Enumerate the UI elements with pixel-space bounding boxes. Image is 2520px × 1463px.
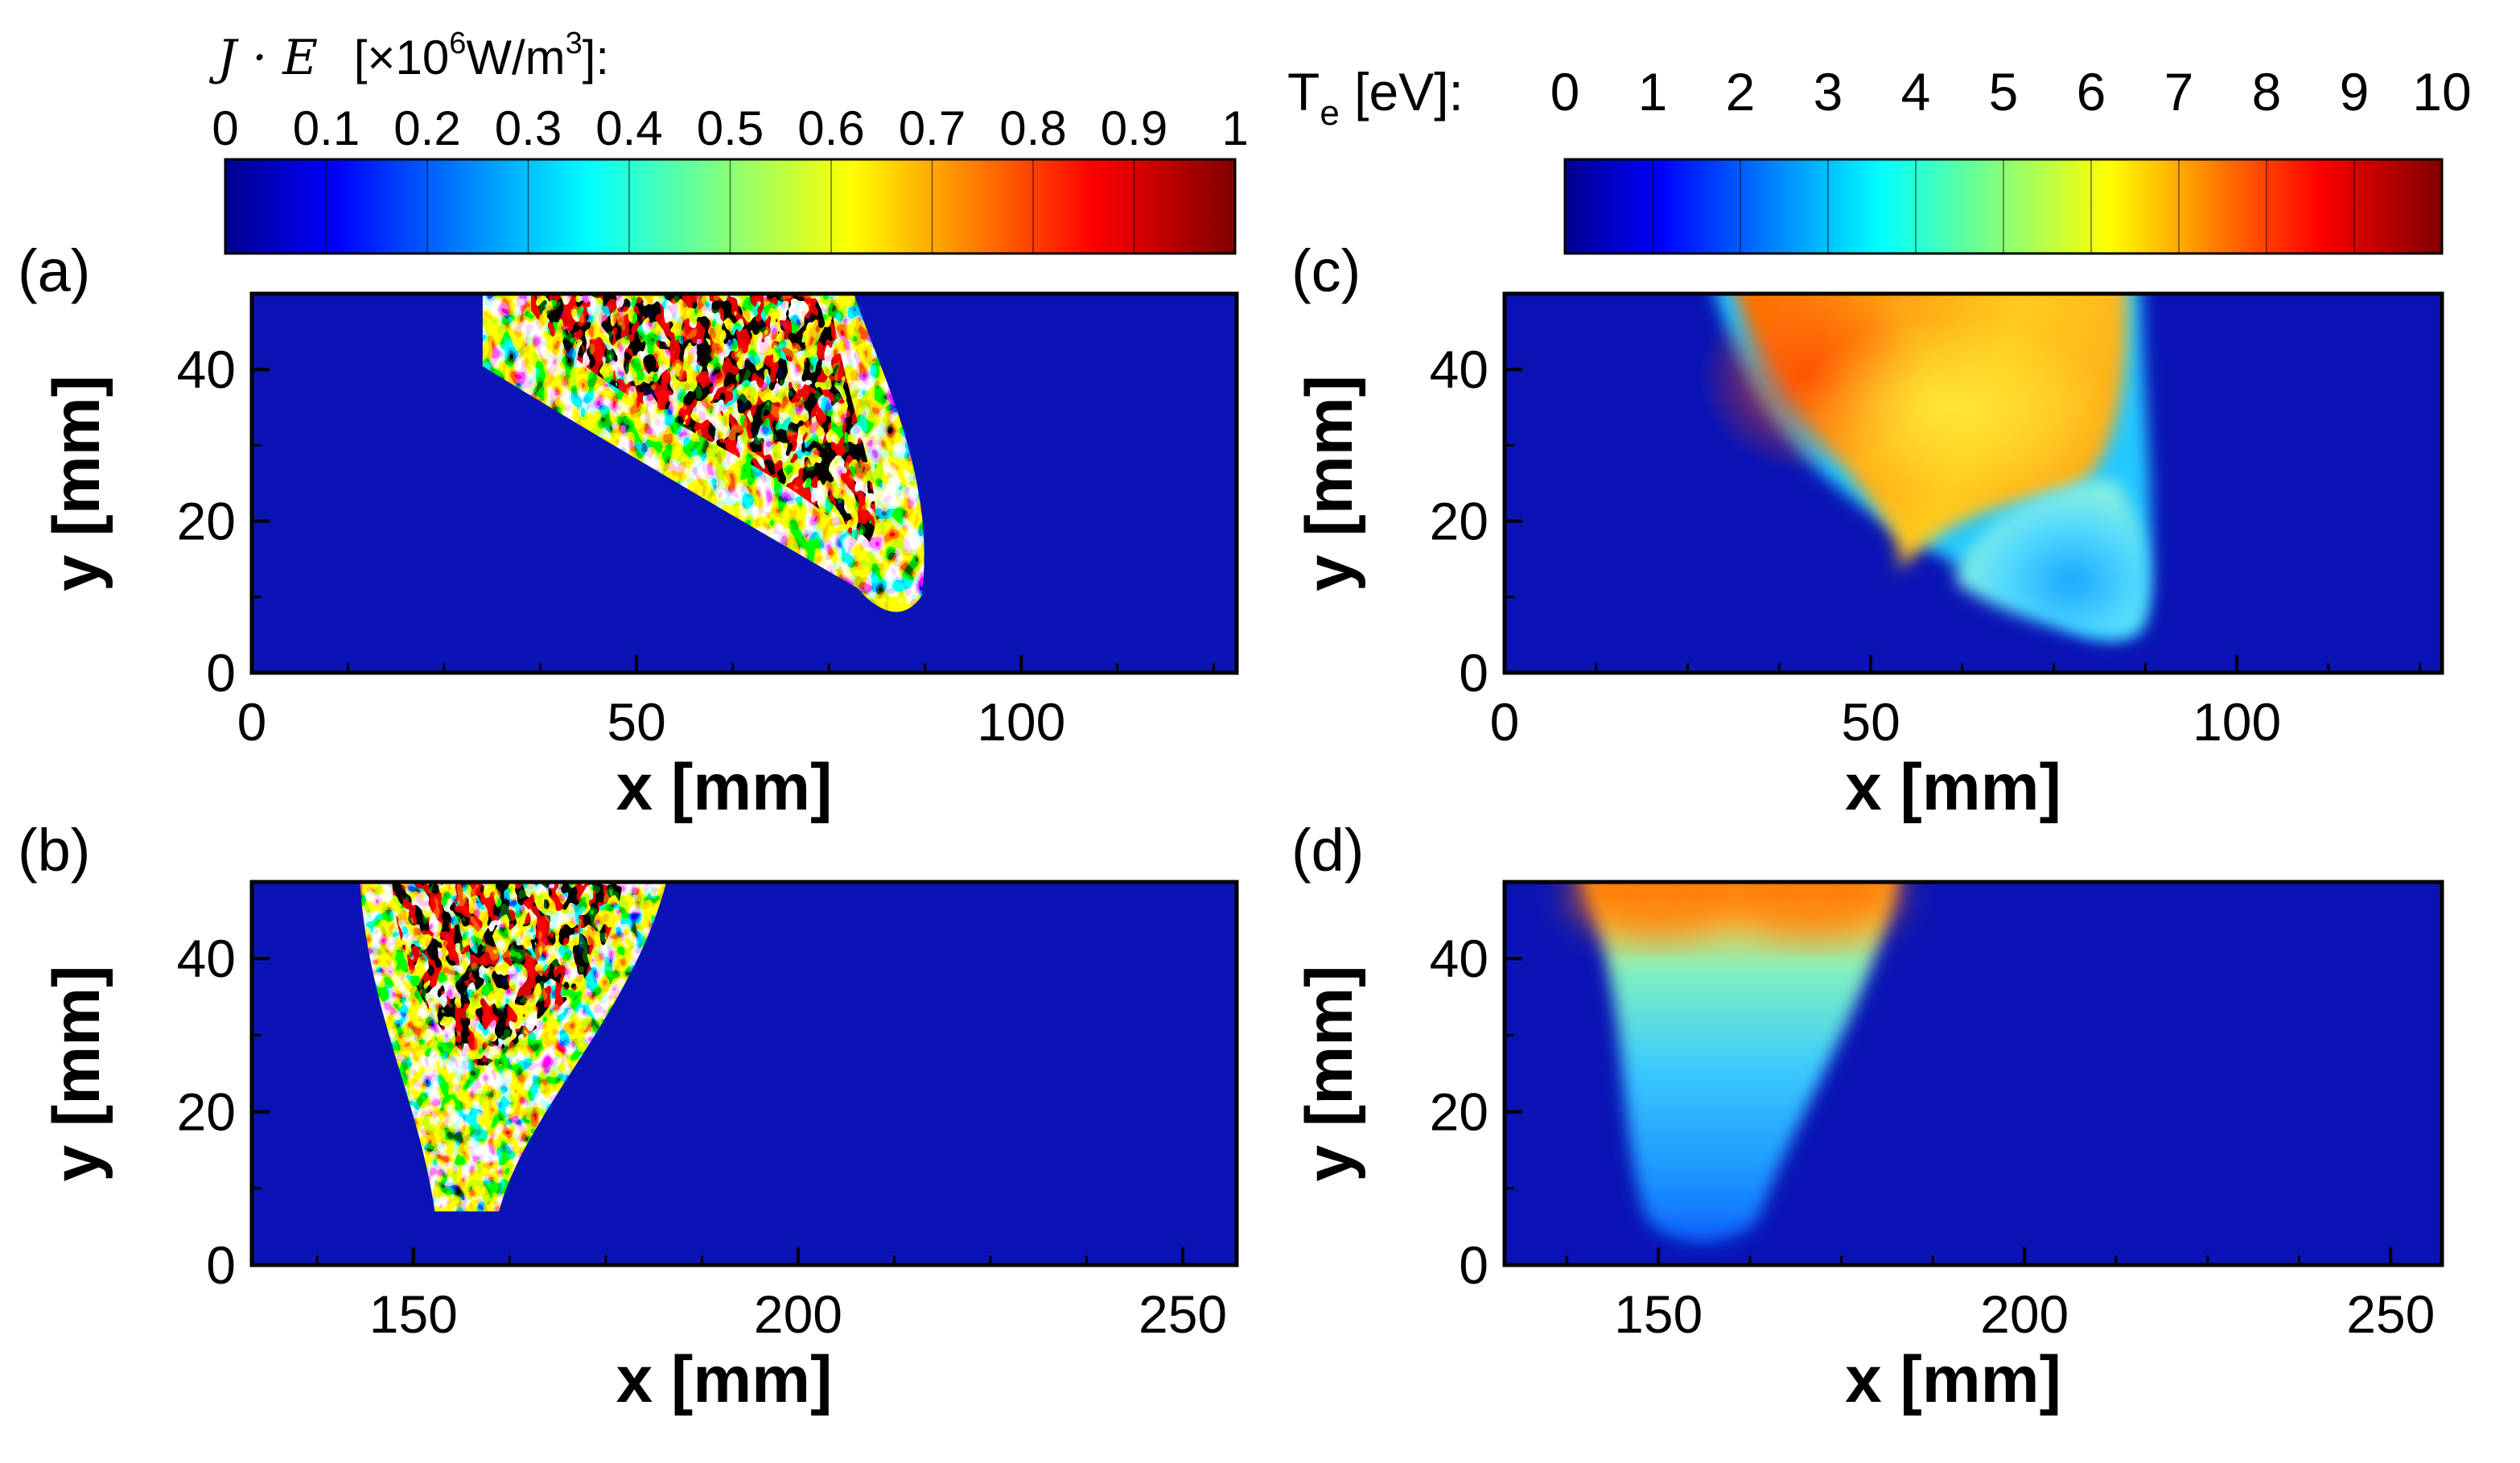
colorbar-te-tick-label: 8: [2252, 62, 2282, 122]
colorbar-je-tick-label: 0.2: [393, 101, 460, 155]
panel-c-plot: [1505, 294, 2442, 673]
panel-c-te-yellow-core: [1790, 319, 2113, 497]
panel-c-axes: 0 50 100 0 20 40 x [mm] y [mm]: [1293, 340, 2422, 824]
colorbar-je-tick-label: 0.3: [495, 101, 562, 155]
panel-d-label: (d): [1291, 817, 1364, 884]
panel-d: (d) 150 200 250 0 20 40 x [mm] y [mm]: [1291, 817, 2444, 1416]
colorbar-je-tick-label: 0.5: [697, 101, 764, 155]
colorbar-te-tick-label: 6: [2077, 62, 2106, 122]
colorbar-te-tick-label: 5: [1989, 62, 2019, 122]
panel-b-x-tick-label: 250: [1139, 1284, 1227, 1344]
panel-a-frame: [249, 291, 1239, 675]
panel-d-plot: [1505, 882, 2442, 1265]
colorbar-je-tick-label: 0: [212, 101, 238, 155]
colorbar-te-tick-label: 10: [2412, 62, 2471, 122]
panel-b: (b) 150 200 250 0 20 40 x [mm] y [mm]: [18, 817, 1239, 1416]
panel-c-x-tick-label: 50: [1841, 692, 1900, 752]
colorbar-te-title: Te [eV]:: [1287, 62, 1464, 133]
colorbar-te-tick-label: 3: [1814, 62, 1843, 122]
panel-a: (a) 0 50 100 0 20 40 x [mm] y [mm]: [18, 237, 1239, 824]
panel-c-y-tick-label: 40: [1430, 340, 1489, 399]
panel-b-x-tick-label: 200: [754, 1284, 842, 1344]
colorbar-je-tick-label: 0.4: [595, 101, 662, 155]
colorbar-te-tick-label: 9: [2340, 62, 2370, 122]
panel-d-y-tick-label: 0: [1459, 1235, 1489, 1295]
colorbar-je-tick-label: 0.8: [999, 101, 1066, 155]
colorbar-je-tick-label: 0.7: [899, 101, 966, 155]
colorbar-te-tick-labels: 0 1 2 3 4 5 6 7 8 9 10: [1550, 62, 2472, 122]
panel-d-frame: [1502, 880, 2444, 1267]
colorbar-je-title: J · E [×106W/m3]:: [208, 27, 609, 86]
colorbar-je-unit-prefix: [×10: [354, 31, 449, 84]
panel-c-y-tick-label: 20: [1430, 492, 1489, 551]
colorbar-je-tick-label: 0.6: [797, 101, 864, 155]
colorbar-je-unit-exp: 6: [449, 27, 466, 60]
panel-a-y-axis-label: y [mm]: [40, 375, 113, 591]
panel-c-x-tick-label: 0: [1490, 692, 1520, 752]
panel-a-axes: 0 50 100 0 20 40 x [mm] y [mm]: [40, 340, 1215, 824]
panel-d-y-axis-label: y [mm]: [1293, 966, 1366, 1182]
panel-d-te-cone: [1583, 882, 1898, 1243]
colorbar-je-unit-suffix: ]:: [583, 31, 609, 84]
panel-d-y-tick-label: 40: [1430, 929, 1489, 988]
colorbar-te-tick-label: 2: [1726, 62, 1756, 122]
panel-a-je-hot-speckle: [252, 294, 1237, 673]
panel-b-y-tick-label: 20: [177, 1082, 236, 1142]
colorbar-je-unit-exp2: 3: [566, 27, 583, 60]
panel-c-y-tick-label: 0: [1459, 643, 1489, 703]
panel-d-y-tick-label: 20: [1430, 1082, 1489, 1142]
panel-d-te-hot-right: [1723, 882, 1901, 938]
colorbar-te-title-main: T: [1287, 62, 1320, 122]
panel-b-x-axis-label: x [mm]: [616, 1343, 833, 1416]
panel-c-label: (c): [1291, 237, 1361, 304]
panel-a-x-tick-label: 100: [977, 692, 1065, 752]
panel-b-x-tick-label: 150: [369, 1284, 458, 1344]
panel-a-x-tick-label: 0: [237, 692, 267, 752]
panel-b-label: (b): [18, 817, 90, 884]
panel-c: (c) 0 50 100 0 20 40 x [mm] y [mm]: [1291, 237, 2444, 824]
panel-a-x-tick-label: 50: [607, 692, 665, 752]
colorbar-te-title-unit: [eV]:: [1340, 62, 1464, 122]
panel-b-y-axis-label: y [mm]: [40, 966, 113, 1182]
panel-a-x-axis-label: x [mm]: [616, 751, 833, 824]
panel-d-te-hot-left: [1570, 882, 1748, 938]
panel-b-y-tick-label: 40: [177, 929, 236, 988]
panel-b-y-tick-label: 0: [206, 1235, 236, 1295]
panel-d-x-tick-label: 200: [1980, 1284, 2069, 1344]
panel-c-frame: [1502, 291, 2444, 675]
colorbar-te-tick-label: 1: [1638, 62, 1668, 122]
panel-a-plot: [252, 294, 1237, 673]
panel-b-frame: [249, 880, 1239, 1267]
panel-d-axes: 150 200 250 0 20 40 x [mm] y [mm]: [1293, 929, 2435, 1416]
panel-b-plot: [252, 882, 1237, 1265]
panel-c-y-axis-label: y [mm]: [1293, 375, 1366, 591]
colorbar-je-unit-mid: W/m: [466, 31, 565, 84]
panel-c-te-cool-lobe: [1954, 480, 2149, 636]
panel-a-y-tick-label: 0: [206, 643, 236, 703]
colorbar-je-tick-label: 1: [1221, 101, 1248, 155]
colorbar-te-dividers: [1652, 159, 2355, 253]
colorbar-je-symbol: J · E: [208, 30, 318, 86]
panel-c-x-axis-label: x [mm]: [1845, 751, 2061, 824]
panel-d-x-axis-label: x [mm]: [1845, 1343, 2061, 1416]
colorbar-te-tick-label: 0: [1550, 62, 1580, 122]
panel-a-label: (a): [18, 237, 90, 304]
colorbar-je-dividers: [325, 159, 1135, 253]
panel-b-je-hot-speckle: [252, 882, 1237, 1265]
colorbar-je-tick-labels: 0 0.1 0.2 0.3 0.4 0.5 0.6 0.7 0.8 0.9 1: [212, 101, 1248, 155]
panel-a-y-tick-label: 20: [177, 492, 236, 551]
panel-b-axes: 150 200 250 0 20 40 x [mm] y [mm]: [40, 929, 1227, 1416]
colorbar-te-title-sub: e: [1320, 93, 1339, 133]
colorbar-te: Te [eV]: 0 1 2 3 4 5 6 7 8 9 10: [1287, 62, 2472, 255]
panel-d-x-tick-label: 150: [1614, 1284, 1703, 1344]
colorbar-te-tick-label: 7: [2164, 62, 2194, 122]
colorbar-je-tick-label: 0.1: [293, 101, 360, 155]
colorbar-je: J · E [×106W/m3]: 0 0.1 0.2 0.3 0.4 0.5 0.6 0.7…: [208, 27, 1249, 255]
colorbar-je-tick-label: 0.9: [1101, 101, 1167, 155]
colorbar-te-tick-label: 4: [1901, 62, 1931, 122]
panel-d-x-tick-label: 250: [2346, 1284, 2435, 1344]
panel-a-y-tick-label: 40: [177, 340, 236, 399]
panel-c-x-tick-label: 100: [2193, 692, 2281, 752]
